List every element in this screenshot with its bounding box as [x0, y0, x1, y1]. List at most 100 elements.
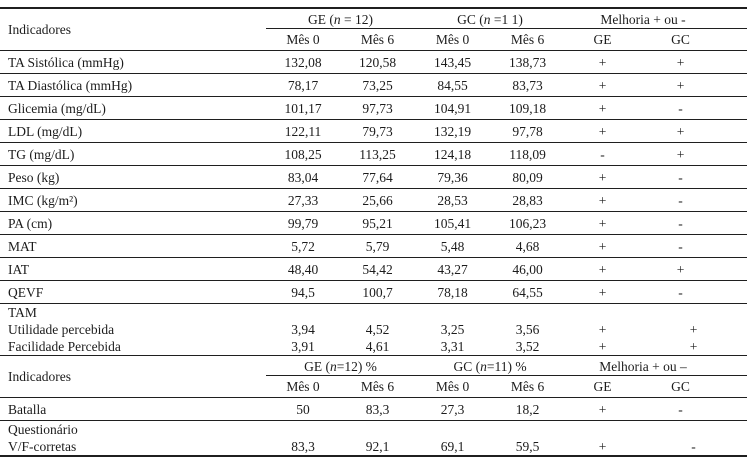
value-cell: 28,83 [512, 192, 543, 208]
indicator-label: PA (cm) [8, 215, 53, 231]
value-cell: 100,7 [362, 284, 393, 300]
value-cell: - [678, 284, 683, 300]
value-cell: - [678, 215, 683, 231]
value-cell: + [598, 192, 607, 208]
value-cell: + [598, 261, 607, 277]
subheader-row: Mês 0 Mês 6 Mês 0 Mês 6 GE GC [0, 28, 747, 51]
group-header-n-italic: n [483, 11, 491, 27]
group-header-row: Indicadores GE (n=12) % GC (n=11) % Melh… [0, 355, 747, 398]
indicator-label: TG (mg/dL) [8, 146, 75, 162]
value-cell: 113,25 [359, 146, 396, 162]
value-cell: + [598, 439, 607, 454]
value-cell: 27,33 [287, 192, 319, 208]
value-cell: + [676, 54, 685, 70]
value-cell: 108,25 [284, 146, 322, 162]
value-cell [490, 303, 565, 321]
value-cell: + [598, 321, 607, 337]
value-cell: 64,55 [512, 284, 543, 300]
value-cell: 120,58 [358, 54, 397, 70]
value-cell: 3,31 [440, 338, 465, 354]
indicator-label: Batalla [8, 402, 47, 417]
indicator-label: Peso (kg) [8, 169, 60, 185]
value-cell: 138,73 [508, 54, 547, 70]
value-cell: 143,45 [433, 54, 472, 70]
table-row: Facilidade Percebida 3,91 4,61 3,31 3,52 + + [0, 338, 747, 355]
subheader-melhoria-gc: GC [640, 28, 747, 51]
table-bottom-body: Batalla 50 83,3 27,3 18,2 + - Questionário V/F-c… [0, 398, 747, 456]
value-cell: 83,04 [287, 169, 319, 185]
table-row: TA Sistólica (mmHg) 132,08 120,58 143,45 138… [0, 50, 747, 73]
subheader-mes0-gc: Mês 0 [415, 375, 491, 398]
value-cell [415, 421, 490, 439]
value-cell: 4,68 [515, 238, 540, 254]
indicator-label: IMC (kg/m²) [8, 192, 78, 208]
indicator-label: V/F-corretas [8, 439, 77, 454]
table-row: TA Diastólica (mmHg) 78,17 73,25 84,55 83,73… [0, 73, 747, 96]
value-cell: - [678, 192, 683, 208]
table-row: MAT 5,72 5,79 5,48 4,68 + - [0, 234, 747, 257]
value-cell: 27,3 [440, 402, 465, 417]
subheader-melhoria-gc: GC [640, 375, 747, 398]
value-cell: 54,42 [362, 261, 393, 277]
table-row: Questionário [0, 421, 747, 439]
table-row: LDL (mg/dL) 122,11 79,73 132,19 97,78 + + [0, 119, 747, 142]
value-cell: 83,73 [512, 77, 543, 93]
value-cell: + [598, 402, 607, 417]
value-cell [640, 421, 747, 439]
subheader-mes0-gc: Mês 0 [415, 28, 491, 51]
indicators-table-top: Indicadores GE (n = 12) GC (n =1 1) Melh… [0, 7, 747, 356]
value-cell [415, 303, 490, 321]
group-header-n-italic: n [480, 358, 487, 374]
value-cell: 25,66 [362, 192, 393, 208]
indicator-label: IAT [8, 261, 29, 277]
value-cell: 78,17 [287, 77, 319, 93]
subheader-mes0-ge: Mês 0 [266, 28, 340, 51]
value-cell: 50 [296, 402, 310, 417]
group-header-n-italic: n [333, 11, 341, 27]
value-cell: + [689, 338, 698, 354]
value-cell: 3,91 [291, 338, 315, 354]
value-cell: + [676, 261, 685, 277]
value-cell: + [598, 123, 607, 139]
table-row: V/F-corretas 83,3 92,1 69,1 59,5 + - [0, 438, 747, 456]
table-row: Peso (kg) 83,04 77,64 79,36 80,09 + - [0, 165, 747, 188]
group-header-melhoria: Melhoria + ou - [565, 8, 747, 29]
indicator-label: TA Sistólica (mmHg) [8, 54, 124, 70]
indicator-label: Glicemia (mg/dL) [8, 100, 106, 116]
subheader-mes6-ge: Mês 6 [340, 375, 416, 398]
indicator-label: Utilidade percebida [8, 321, 115, 337]
value-cell: - [691, 439, 696, 454]
value-cell [565, 421, 640, 439]
group-header-row: Indicadores GE (n = 12) GC (n =1 1) Melh… [0, 8, 747, 51]
value-cell: + [598, 100, 607, 116]
value-cell: 4,52 [365, 321, 390, 337]
indicator-label: Questionário [8, 422, 78, 437]
value-cell: 132,19 [433, 123, 472, 139]
group-header-text: Melhoria + ou - [600, 11, 686, 27]
value-cell: 97,78 [512, 123, 543, 139]
value-cell: 109,18 [508, 100, 547, 116]
value-cell: + [598, 77, 607, 93]
value-cell [490, 421, 565, 439]
group-header-text: GC ( [453, 358, 481, 374]
indicator-label: TA Diastólica (mmHg) [8, 77, 133, 93]
value-cell: 83,3 [365, 402, 390, 417]
value-cell [640, 303, 747, 321]
value-cell [340, 303, 415, 321]
value-cell: - [678, 100, 683, 116]
indicators-column-header: Indicadores [0, 355, 266, 398]
group-header-n-italic: n [329, 358, 337, 374]
value-cell: - [600, 146, 605, 162]
group-header-ge: GE (n = 12) [266, 8, 416, 29]
value-cell: 3,52 [515, 338, 540, 354]
value-cell: + [598, 169, 607, 185]
value-cell: 83,3 [291, 439, 315, 454]
value-cell: + [598, 338, 607, 354]
value-cell: 118,09 [509, 146, 546, 162]
table-row: TAM [0, 303, 747, 321]
subheader-mes6-gc: Mês 6 [490, 375, 566, 398]
value-cell: 78,18 [437, 284, 468, 300]
subheader-mes0-ge: Mês 0 [266, 375, 340, 398]
group-header-text: = 12) [340, 11, 373, 27]
group-header-text: GE ( [308, 11, 334, 27]
